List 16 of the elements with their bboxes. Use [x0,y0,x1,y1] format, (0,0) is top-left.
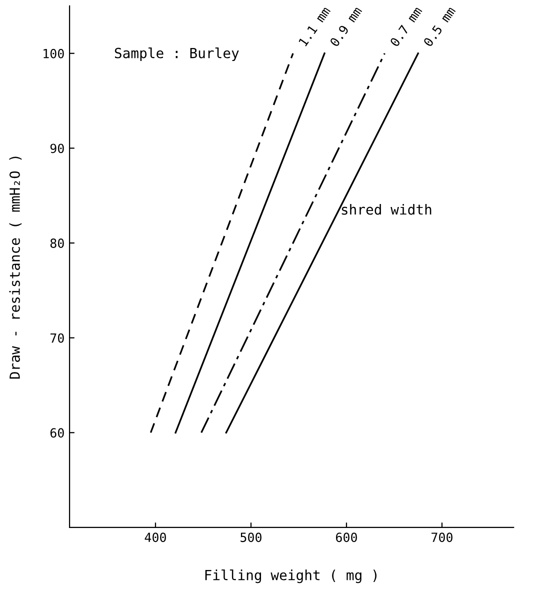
x-axis-title: Filling weight ( mg ) [205,569,376,584]
y-tick-label: 100 [44,48,64,58]
x-tick-label: 400 [144,532,166,542]
x-tick-label: 600 [336,532,357,542]
annotation: Sample : Burley [114,47,239,61]
x-tick-label: 500 [240,532,262,542]
text: 0.5 mm [422,6,456,48]
annotation: shred width [342,204,432,215]
x-tick-label: 700 [432,532,452,542]
y-tick-label: 60 [50,428,64,438]
y-tick-label: 80 [50,238,64,248]
y-axis-title: Draw - resistance ( mmH₂O ) [9,156,22,379]
y-tick-label: 70 [50,333,64,343]
text: 0.9 mm [329,6,362,48]
text: 1.1 mm [298,6,331,46]
y-tick-label: 90 [50,144,64,154]
